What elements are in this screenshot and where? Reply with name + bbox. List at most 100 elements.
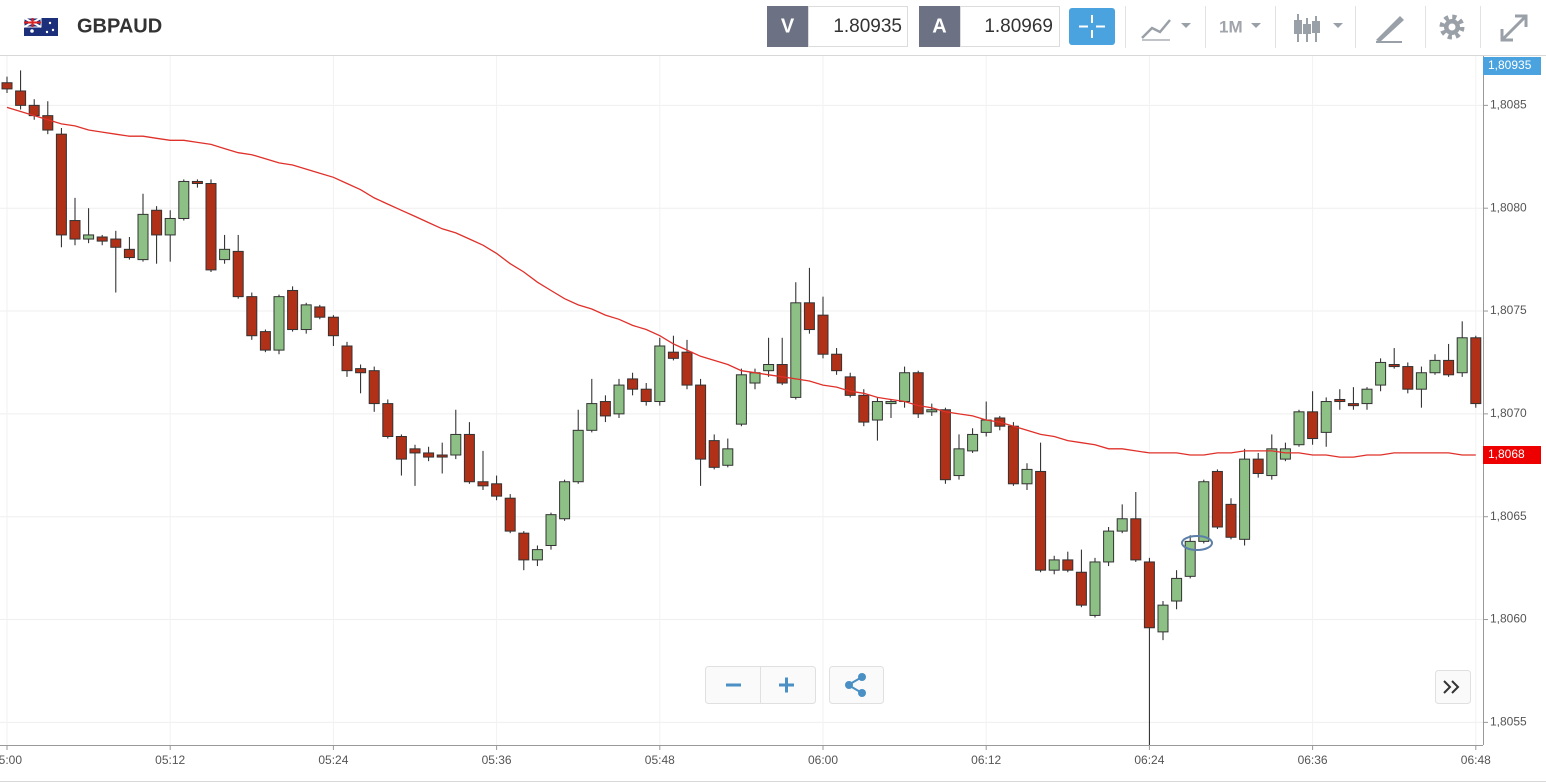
pencil-icon (1376, 16, 1404, 42)
candle-body (355, 368, 367, 374)
bid-value: 1.80935 (833, 16, 902, 37)
share-node (845, 681, 853, 689)
candle-body (681, 351, 693, 386)
price-badge-label: 1,80935 (1488, 58, 1532, 72)
candle-body (1171, 577, 1183, 602)
y-tick-label: 1,8085 (1490, 98, 1527, 112)
candle-body (1239, 458, 1251, 540)
candle-body (518, 532, 530, 561)
candle-type-button[interactable] (1294, 14, 1343, 42)
moving-average (6, 106, 1476, 458)
candle-body (572, 429, 584, 483)
candle-body (763, 364, 775, 372)
dropdown-caret (1181, 23, 1191, 28)
candle-icon-body (1303, 24, 1311, 34)
chart-type-button[interactable] (1141, 19, 1191, 41)
dropdown-caret (1333, 23, 1343, 28)
candle-body (817, 314, 829, 355)
crosshair-icon (1079, 15, 1105, 38)
candle-body (178, 180, 190, 219)
candle-body (1, 82, 13, 90)
candle-body (1266, 448, 1278, 477)
candle-body (586, 403, 598, 431)
candle-body (96, 236, 108, 242)
y-tick-label: 1,8070 (1490, 406, 1527, 420)
candle-body (858, 394, 870, 423)
x-tick-label: 06:24 (1134, 753, 1164, 767)
candle-body (831, 353, 843, 372)
candle-body (899, 372, 911, 403)
share-button[interactable] (845, 673, 866, 697)
ask-value-bg (960, 6, 1060, 47)
candle-body (123, 248, 135, 259)
candle-body (1116, 518, 1128, 532)
candle-body (327, 316, 339, 337)
x-tick-label: 06:48 (1461, 753, 1491, 767)
candle-body (790, 302, 802, 398)
candle-body (83, 234, 95, 240)
crosshair-bg (1069, 8, 1115, 45)
candle-body (1252, 458, 1264, 475)
candle-body (1211, 470, 1223, 528)
candle-body (1388, 364, 1400, 368)
price-badge (1483, 446, 1541, 465)
zoom-in[interactable] (779, 677, 794, 693)
y-tick-label: 1,8075 (1490, 303, 1527, 317)
candle-body (1035, 470, 1047, 571)
scroll-end-button[interactable] (1443, 680, 1460, 694)
candle-body (654, 345, 666, 403)
x-tick-label: 05:36 (482, 753, 512, 767)
candle-body (55, 133, 67, 236)
plot: 1,8055 1,8060 1,8065 1,8070 1,8075 1,8080 1,80… (0, 56, 1546, 782)
symbol: GBPAUD (77, 15, 162, 37)
ask-box[interactable]: A 1.80969 (919, 6, 1060, 47)
draw-button[interactable] (1376, 16, 1404, 43)
candle-icon-body (1294, 20, 1302, 34)
line-icon (1141, 19, 1171, 39)
share-node (858, 673, 866, 681)
candle-body (1375, 361, 1387, 386)
candle-body (1415, 372, 1427, 390)
fullscreen-button[interactable] (1500, 14, 1528, 42)
candle-body (953, 448, 965, 477)
zoom-controls (705, 666, 1471, 704)
candle-icon-body (1312, 21, 1320, 33)
candle-body (749, 372, 761, 384)
share-node (858, 689, 866, 697)
timeframe: 1M (1219, 17, 1243, 36)
candle-body (491, 483, 503, 497)
candle-body (1320, 401, 1332, 433)
fullscreen-icon (1500, 14, 1528, 42)
candle-body (803, 302, 815, 331)
candle-body (137, 213, 149, 261)
candle-body (1279, 448, 1291, 460)
candle-body (1456, 337, 1468, 374)
bid-box[interactable]: V 1.80935 (767, 6, 908, 47)
crosshair-button[interactable] (1069, 8, 1115, 45)
candle-body (273, 296, 285, 351)
candle-body (735, 374, 747, 425)
candle-body (939, 409, 951, 481)
candle-body (871, 401, 883, 421)
candle-body (205, 183, 217, 271)
timeframe-button[interactable]: 1M (1219, 17, 1261, 36)
candle-body (627, 378, 639, 390)
candle-body (151, 209, 163, 236)
candle-body (613, 384, 625, 415)
candle-body (1402, 366, 1414, 390)
candle-body (844, 376, 856, 396)
candle-body (232, 250, 244, 298)
candle-body (1130, 518, 1142, 561)
settings-button[interactable] (1439, 14, 1465, 40)
candle-body (341, 345, 353, 372)
candle-body (1157, 604, 1169, 633)
bid-value-bg (808, 6, 908, 47)
x-tick-label: 05:48 (645, 753, 675, 767)
x-tick-label: 06:12 (971, 753, 1001, 767)
candle-body (722, 448, 734, 466)
candle-body (1184, 540, 1196, 577)
candle-body (980, 419, 992, 433)
candle-body (926, 409, 938, 413)
